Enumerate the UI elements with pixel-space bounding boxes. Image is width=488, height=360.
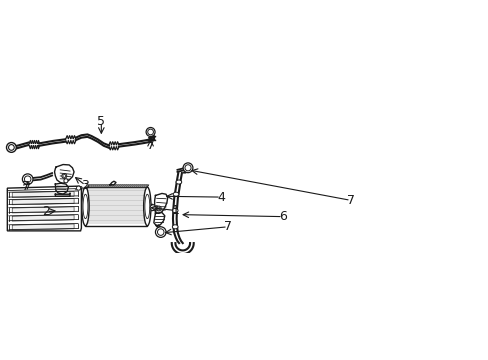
Circle shape bbox=[6, 143, 16, 152]
Ellipse shape bbox=[173, 192, 179, 196]
Polygon shape bbox=[7, 186, 81, 231]
Text: 3: 3 bbox=[81, 179, 89, 192]
Circle shape bbox=[183, 163, 192, 173]
Circle shape bbox=[24, 176, 31, 183]
Circle shape bbox=[63, 175, 65, 177]
Polygon shape bbox=[85, 187, 147, 226]
Text: 7: 7 bbox=[146, 139, 154, 152]
Polygon shape bbox=[12, 224, 74, 230]
Circle shape bbox=[8, 145, 14, 150]
Text: 6: 6 bbox=[278, 210, 286, 223]
Circle shape bbox=[155, 227, 166, 237]
Polygon shape bbox=[12, 207, 74, 213]
Circle shape bbox=[62, 174, 66, 178]
Ellipse shape bbox=[144, 194, 149, 219]
Ellipse shape bbox=[172, 225, 178, 229]
Polygon shape bbox=[12, 215, 74, 221]
Circle shape bbox=[147, 129, 153, 135]
Circle shape bbox=[22, 174, 33, 184]
Ellipse shape bbox=[172, 208, 178, 212]
Circle shape bbox=[157, 229, 163, 235]
Ellipse shape bbox=[143, 187, 151, 226]
Polygon shape bbox=[12, 192, 74, 198]
Ellipse shape bbox=[83, 194, 88, 219]
Circle shape bbox=[64, 179, 68, 183]
Ellipse shape bbox=[81, 187, 89, 226]
Circle shape bbox=[76, 186, 81, 190]
Circle shape bbox=[146, 127, 155, 136]
Circle shape bbox=[156, 206, 161, 211]
Text: 7: 7 bbox=[22, 180, 30, 193]
Text: 2: 2 bbox=[42, 205, 50, 218]
Circle shape bbox=[157, 207, 160, 210]
Text: 4: 4 bbox=[217, 190, 224, 204]
Ellipse shape bbox=[176, 180, 182, 184]
Text: 7: 7 bbox=[346, 194, 354, 207]
Circle shape bbox=[150, 205, 156, 211]
Text: 7: 7 bbox=[224, 220, 231, 233]
Polygon shape bbox=[12, 199, 74, 205]
Circle shape bbox=[184, 165, 191, 171]
Text: 5: 5 bbox=[97, 115, 105, 128]
Polygon shape bbox=[85, 185, 148, 187]
Text: 1: 1 bbox=[171, 204, 180, 217]
